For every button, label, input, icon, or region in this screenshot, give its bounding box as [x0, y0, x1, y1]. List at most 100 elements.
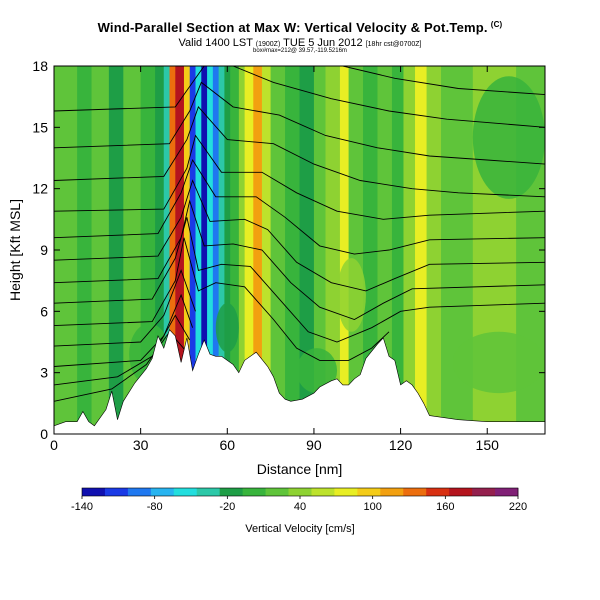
title-corner-mark: (C)	[490, 20, 503, 29]
valid-date: TUE 5 Jun 2012	[283, 37, 363, 49]
velocity-column	[299, 66, 315, 434]
x-tick-label: 30	[133, 437, 149, 453]
velocity-column	[163, 66, 171, 434]
theta-contour	[232, 66, 545, 128]
velocity-column	[169, 66, 176, 434]
theta-contour	[54, 66, 205, 112]
colorbar-swatch	[449, 488, 473, 496]
velocity-blob	[472, 76, 545, 199]
colorbar-tick-label: -80	[147, 501, 163, 513]
theta-contour	[54, 81, 545, 165]
velocity-column	[363, 66, 379, 434]
velocity-column	[189, 66, 197, 434]
valid-time-line: Valid 1400 LST (1900Z) TUE 5 Jun 2012 [1…	[0, 37, 600, 49]
theta-contour	[54, 179, 545, 292]
velocity-blob	[452, 331, 545, 394]
theta-contour	[342, 66, 545, 96]
y-tick-label: 12	[32, 181, 48, 197]
velocity-column	[261, 66, 272, 434]
x-tick-label: 90	[306, 437, 322, 453]
colorbar-swatch	[242, 488, 266, 496]
colorbar-tick-label: 160	[436, 501, 454, 513]
velocity-column	[212, 66, 220, 434]
velocity-column	[91, 66, 110, 434]
velocity-blob	[337, 258, 366, 332]
y-tick-label: 3	[40, 365, 48, 381]
velocity-column	[207, 66, 214, 434]
colorbar-swatch	[127, 488, 152, 496]
velocity-column	[244, 66, 254, 434]
y-tick-label: 9	[40, 242, 48, 258]
velocity-column	[348, 66, 364, 434]
colorbar-swatch	[82, 488, 106, 496]
colorbar-label: Vertical Velocity [cm/s]	[245, 523, 354, 535]
colorbar-swatch	[472, 488, 496, 496]
theta-contour	[54, 134, 545, 220]
velocity-column	[230, 66, 240, 434]
velocity-column	[253, 66, 263, 434]
velocity-field	[54, 66, 545, 434]
colorbar-swatch	[150, 488, 175, 496]
colorbar-swatch	[219, 488, 244, 496]
colorbar: -140 -80 -20 40 100 160 220 Vertical Velocity […	[71, 487, 527, 535]
colorbar-swatch	[334, 488, 358, 496]
velocity-column	[270, 66, 286, 434]
velocity-column	[285, 66, 301, 434]
x-tick-label: 120	[389, 437, 413, 453]
x-tick-label: 150	[476, 437, 500, 453]
colorbar-swatch	[173, 488, 198, 496]
colorbar-tick-label: 100	[363, 501, 381, 513]
subtitle-small: box#max=212@ 39.57,-119.5216m	[253, 48, 347, 54]
velocity-column	[238, 66, 246, 434]
colorbar-swatch	[403, 488, 427, 496]
colorbar-swatch	[380, 488, 404, 496]
x-tick-label: 0	[50, 437, 58, 453]
colorbar-swatch	[311, 488, 335, 496]
colorbar-swatch	[196, 488, 221, 496]
colorbar-swatch	[426, 488, 450, 496]
colorbar-swatch	[288, 488, 312, 496]
velocity-column	[391, 66, 405, 434]
y-tick-label: 15	[32, 119, 48, 135]
theta-contour	[54, 217, 545, 343]
velocity-column	[403, 66, 416, 434]
axes: 0 30 60 90 120 150 0 3 6 9 12 15 18 Distance [nm] Heig…	[7, 58, 545, 477]
velocity-column	[339, 66, 350, 434]
x-tick-label: 60	[220, 437, 236, 453]
y-axis-label: Height [Kft MSL]	[7, 199, 23, 301]
valid-time: Valid 1400 LST	[178, 37, 253, 49]
velocity-column	[415, 66, 428, 434]
velocity-column	[175, 66, 185, 434]
valid-utc: (1900Z)	[255, 41, 281, 48]
y-tick-label: 6	[40, 303, 48, 319]
colorbar-tick-label: -20	[219, 501, 235, 513]
velocity-column	[195, 66, 202, 434]
theta-contour	[54, 237, 390, 361]
colorbar-swatch	[104, 488, 129, 496]
velocity-column	[224, 66, 231, 434]
terrain-mask	[54, 329, 545, 434]
velocity-column	[108, 66, 124, 434]
theta-contour	[54, 106, 545, 198]
terrain	[54, 329, 545, 434]
x-axis-label: Distance [nm]	[257, 461, 343, 477]
y-tick-label: 18	[32, 58, 48, 74]
velocity-column	[201, 66, 208, 434]
colorbar-swatch	[495, 488, 519, 496]
velocity-column	[313, 66, 327, 434]
colorbar-tick-label: 220	[509, 501, 527, 513]
theta-contours	[54, 66, 545, 402]
colorbar-tick-label: -140	[71, 501, 93, 513]
velocity-blob	[215, 303, 239, 353]
colorbar-swatch	[265, 488, 289, 496]
theta-contour	[54, 314, 191, 386]
y-tick-label: 0	[40, 426, 48, 442]
velocity-column	[426, 66, 442, 434]
figure-title: Wind-Parallel Section at Max W: Vertical…	[0, 20, 600, 35]
velocity-column	[77, 66, 93, 434]
velocity-blob	[296, 348, 338, 394]
velocity-column	[155, 66, 165, 434]
colorbar-swatch	[357, 488, 381, 496]
